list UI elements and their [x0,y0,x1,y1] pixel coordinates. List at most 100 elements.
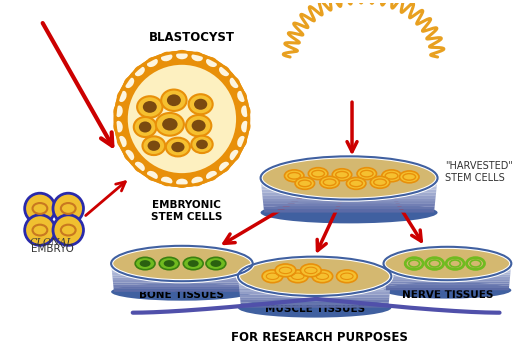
Ellipse shape [118,90,127,103]
Polygon shape [385,279,510,281]
Ellipse shape [196,140,208,149]
Ellipse shape [300,264,321,277]
Ellipse shape [186,115,211,136]
Polygon shape [262,193,436,195]
Polygon shape [384,268,511,270]
Polygon shape [239,287,390,289]
Polygon shape [385,281,510,284]
Ellipse shape [111,246,253,281]
Polygon shape [111,266,252,268]
Ellipse shape [191,176,204,186]
Polygon shape [239,284,391,287]
Polygon shape [240,297,389,300]
Ellipse shape [320,176,340,188]
Ellipse shape [124,77,135,89]
Ellipse shape [25,193,55,224]
Polygon shape [239,282,391,284]
Ellipse shape [118,135,127,148]
Ellipse shape [237,135,246,148]
Polygon shape [241,305,389,308]
Ellipse shape [205,170,218,180]
Polygon shape [114,289,250,292]
Polygon shape [261,181,437,184]
Ellipse shape [159,257,179,270]
Polygon shape [263,204,435,207]
Ellipse shape [175,51,188,60]
Ellipse shape [171,142,184,152]
Ellipse shape [383,247,511,280]
Ellipse shape [240,105,250,118]
Polygon shape [383,264,511,266]
Polygon shape [384,270,511,272]
Polygon shape [113,282,251,285]
Text: "HARVESTED"
STEM CELLS: "HARVESTED" STEM CELLS [446,161,513,183]
Polygon shape [241,302,389,305]
Text: MUSCLE TISSUES: MUSCLE TISSUES [265,304,365,314]
Ellipse shape [143,101,157,113]
Ellipse shape [114,120,124,133]
Ellipse shape [160,176,173,186]
Polygon shape [111,268,252,271]
Ellipse shape [139,121,152,132]
Ellipse shape [156,113,184,136]
Polygon shape [384,266,511,268]
Text: NERVE TISSUES: NERVE TISSUES [402,290,493,300]
Ellipse shape [346,177,366,189]
Polygon shape [386,288,509,290]
Polygon shape [262,195,436,198]
Ellipse shape [111,283,253,301]
Ellipse shape [194,99,208,110]
Ellipse shape [218,66,230,77]
Polygon shape [261,178,438,181]
Ellipse shape [167,94,181,106]
Ellipse shape [191,136,213,153]
Ellipse shape [295,177,315,189]
Polygon shape [112,271,252,273]
Text: BONE TISSUES: BONE TISSUES [139,290,224,300]
Ellipse shape [211,260,221,267]
Ellipse shape [166,138,190,156]
Ellipse shape [205,57,218,68]
Text: CLONAL: CLONAL [30,238,74,247]
Polygon shape [112,273,252,275]
Polygon shape [114,287,250,289]
Ellipse shape [162,118,177,131]
Polygon shape [262,198,436,201]
Polygon shape [263,207,435,210]
Ellipse shape [188,260,199,267]
Ellipse shape [53,193,83,224]
Polygon shape [238,279,391,282]
Polygon shape [385,277,510,279]
Text: EMBRYONIC
STEM CELLS: EMBRYONIC STEM CELLS [151,200,222,222]
Polygon shape [385,286,509,288]
Ellipse shape [124,149,135,161]
Polygon shape [262,189,437,193]
Ellipse shape [146,170,159,180]
Ellipse shape [139,260,150,267]
Ellipse shape [146,57,159,68]
Polygon shape [385,284,510,286]
Ellipse shape [53,215,83,245]
Polygon shape [240,295,390,297]
Polygon shape [112,275,251,278]
Ellipse shape [262,270,283,283]
Ellipse shape [128,65,236,173]
Ellipse shape [25,215,55,245]
Ellipse shape [191,52,204,62]
Polygon shape [238,276,391,279]
Polygon shape [384,275,510,277]
Polygon shape [240,300,389,302]
Ellipse shape [237,90,246,103]
Polygon shape [239,289,390,292]
Ellipse shape [134,117,156,137]
Ellipse shape [382,170,401,182]
Polygon shape [111,264,253,266]
Text: FOR RESEARCH PURPOSES: FOR RESEARCH PURPOSES [231,331,408,344]
Ellipse shape [238,257,391,296]
Polygon shape [112,278,251,280]
Ellipse shape [164,260,175,267]
Polygon shape [113,285,251,287]
Ellipse shape [175,178,188,187]
Ellipse shape [240,120,250,133]
Ellipse shape [134,161,146,172]
